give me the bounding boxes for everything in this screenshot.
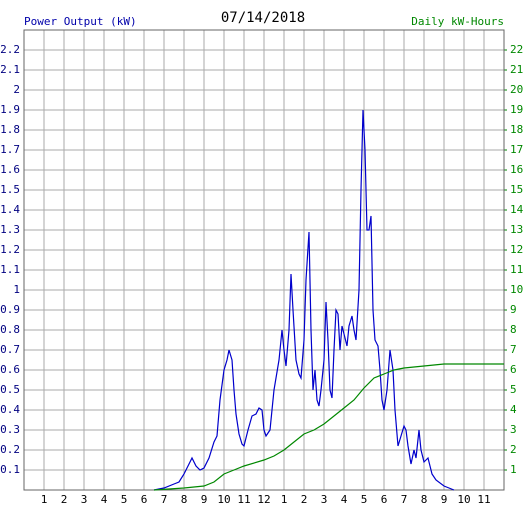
x-tick-label: 7	[401, 493, 408, 506]
x-tick-label: 11	[477, 493, 490, 506]
y-tick-label: 1.3	[0, 223, 20, 236]
y-tick-label: 1.8	[0, 123, 20, 136]
y-tick-label: 1.7	[0, 143, 20, 156]
y-tick-label: 0.6	[0, 363, 20, 376]
x-tick-label: 6	[381, 493, 388, 506]
y2-tick-label: 21	[510, 63, 523, 76]
y2-tick-label: 16	[510, 163, 523, 176]
x-tick-label: 3	[321, 493, 328, 506]
y2-tick-label: 4	[510, 403, 517, 416]
y-tick-label: 2.2	[0, 43, 20, 56]
y-tick-label: 0.2	[0, 443, 20, 456]
x-tick-label: 3	[81, 493, 88, 506]
y-tick-label: 1.1	[0, 263, 20, 276]
x-tick-label: 10	[217, 493, 230, 506]
x-tick-label: 1	[281, 493, 288, 506]
y-tick-label: 0.3	[0, 423, 20, 436]
y-tick-label: 1.4	[0, 203, 20, 216]
x-tick-label: 12	[257, 493, 270, 506]
y2-tick-label: 5	[510, 383, 517, 396]
x-tick-label: 8	[421, 493, 428, 506]
x-tick-label: 8	[181, 493, 188, 506]
x-tick-label: 4	[341, 493, 348, 506]
x-tick-label: 9	[201, 493, 208, 506]
y-tick-label: 1.5	[0, 183, 20, 196]
x-tick-label: 7	[161, 493, 168, 506]
y2-tick-label: 19	[510, 103, 523, 116]
x-tick-label: 11	[237, 493, 250, 506]
y2-tick-label: 22	[510, 43, 523, 56]
y2-tick-label: 14	[510, 203, 524, 216]
x-tick-label: 4	[101, 493, 108, 506]
series-line	[153, 363, 504, 491]
y-tick-label: 2.1	[0, 63, 20, 76]
x-tick-label: 2	[61, 493, 68, 506]
y-tick-label: 0.4	[0, 403, 20, 416]
y-axis-label: Power Output (kW)	[24, 15, 137, 28]
y2-tick-label: 2	[510, 443, 517, 456]
y-tick-label: 1	[13, 283, 20, 296]
y2-tick-label: 9	[510, 303, 517, 316]
y2-tick-label: 11	[510, 263, 523, 276]
y2-tick-label: 3	[510, 423, 517, 436]
x-tick-label: 6	[141, 493, 148, 506]
y2-tick-label: 8	[510, 323, 517, 336]
y2-tick-label: 20	[510, 83, 523, 96]
plot-border	[23, 29, 505, 491]
y2-tick-label: 17	[510, 143, 523, 156]
chart-title: 07/14/2018	[221, 10, 305, 26]
y-tick-label: 1.6	[0, 163, 20, 176]
x-tick-label: 9	[441, 493, 448, 506]
y-tick-label: 0.5	[0, 383, 20, 396]
y2-tick-label: 1	[510, 463, 517, 476]
x-tick-label: 5	[121, 493, 128, 506]
y-tick-label: 0.1	[0, 463, 20, 476]
x-tick-label: 1	[41, 493, 48, 506]
y2-tick-label: 10	[510, 283, 523, 296]
y2-tick-label: 6	[510, 363, 517, 376]
x-tick-label: 5	[361, 493, 368, 506]
y-tick-label: 0.9	[0, 303, 20, 316]
y2-tick-label: 18	[510, 123, 523, 136]
y-tick-label: 0.7	[0, 343, 20, 356]
x-tick-label: 10	[457, 493, 470, 506]
y-tick-label: 1.2	[0, 243, 20, 256]
x-tick-label: 2	[301, 493, 308, 506]
y2-tick-label: 12	[510, 243, 523, 256]
series-line	[153, 109, 455, 491]
y2-tick-label: 7	[510, 343, 517, 356]
y2-axis-label: Daily kW-Hours	[411, 15, 504, 28]
y-tick-label: 2	[13, 83, 20, 96]
y-tick-label: 0.8	[0, 323, 20, 336]
y2-tick-label: 13	[510, 223, 523, 236]
y-tick-label: 1.9	[0, 103, 20, 116]
y2-tick-label: 15	[510, 183, 523, 196]
